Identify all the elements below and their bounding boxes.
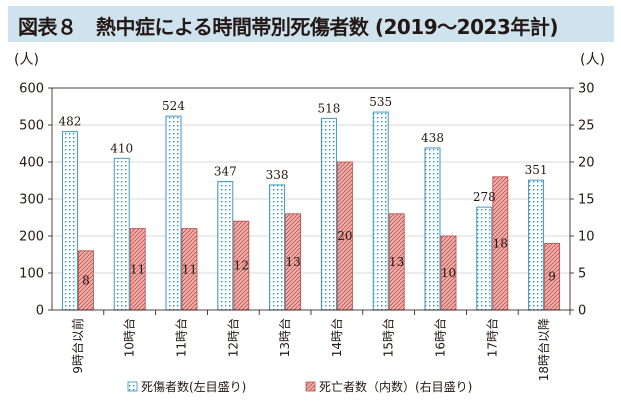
left-axis-unit: (人) <box>14 52 39 68</box>
bar-injured-value: 410 <box>110 141 133 155</box>
bar-injured <box>476 206 493 311</box>
legend-swatch-deaths <box>305 381 316 392</box>
bar-deaths-value: 12 <box>234 259 249 273</box>
left-tick-label: 500 <box>19 119 44 134</box>
right-tick-label: 5 <box>578 267 586 282</box>
category-label: 11時台 <box>174 318 189 357</box>
data-labels: 482 8 410 11 524 11 347 12 338 13 518 20 535 13 438 10 2… <box>58 95 555 287</box>
chart-title: 図表８ 熱中症による時間帯別死傷者数 (2019～2023年計) <box>18 15 558 39</box>
bar-injured <box>217 181 234 311</box>
right-axis-unit: (人) <box>580 52 605 68</box>
bar-injured-value: 351 <box>525 163 548 177</box>
bar-injured-value: 524 <box>162 99 185 113</box>
category-label: 10時台 <box>122 318 137 357</box>
bar-deaths-value: 11 <box>182 262 197 276</box>
bar-deaths-value: 13 <box>389 255 404 269</box>
category-label: 9時台以前 <box>70 318 85 374</box>
left-tick-label: 100 <box>19 267 44 282</box>
bar-deaths-value: 20 <box>337 229 352 243</box>
bar-deaths-value: 10 <box>441 266 456 280</box>
bar-injured <box>424 147 441 311</box>
bar-injured <box>61 131 78 311</box>
bar-injured-value: 535 <box>369 95 392 109</box>
category-label: 12時台 <box>225 318 240 357</box>
bar-deaths-value: 18 <box>493 236 508 250</box>
left-tick-label: 600 <box>19 82 44 97</box>
bar-deaths-value: 11 <box>130 262 145 276</box>
bar-injured-value: 338 <box>266 168 289 182</box>
right-tick-label: 15 <box>578 193 595 208</box>
bar-injured-value: 518 <box>317 101 340 115</box>
right-tick-label: 25 <box>578 119 595 134</box>
bar-deaths-value: 9 <box>548 270 556 284</box>
bar-injured <box>165 115 182 311</box>
bar-deaths-value: 8 <box>82 273 90 287</box>
left-tick-label: 0 <box>36 304 44 319</box>
category-label: 16時台 <box>433 318 448 357</box>
bars <box>61 111 561 311</box>
right-tick-label: 0 <box>578 304 586 319</box>
bar-injured <box>320 117 337 311</box>
left-tick-label: 300 <box>19 193 44 208</box>
bar-injured <box>113 157 130 311</box>
bar-injured <box>269 184 286 311</box>
bar-injured-value: 278 <box>473 190 496 204</box>
legend-label-injured: 死傷者数(左目盛り) <box>141 379 246 394</box>
category-label: 15時台 <box>381 318 396 357</box>
category-label: 18時台以降 <box>536 318 551 381</box>
legend-label-deaths: 死亡者数（内数）(右目盛り) <box>319 379 472 394</box>
legend-swatch-injured <box>127 381 138 392</box>
bar-injured-value: 482 <box>58 115 81 129</box>
bar-injured-value: 438 <box>421 131 444 145</box>
title-bar: 図表８ 熱中症による時間帯別死傷者数 (2019～2023年計) <box>8 6 614 42</box>
axes: 0 100 200 300 400 500 600 0 5 10 15 20 25 30 (人) (人) 9時台… <box>14 52 605 381</box>
legend: 死傷者数(左目盛り) 死亡者数（内数）(右目盛り) <box>127 379 472 394</box>
category-label: 14時台 <box>329 318 344 357</box>
right-tick-label: 30 <box>578 82 595 97</box>
category-label: 13時台 <box>277 318 292 357</box>
right-tick-label: 20 <box>578 156 595 171</box>
bar-injured <box>528 179 545 311</box>
bar-deaths-value: 13 <box>285 255 300 269</box>
category-label: 17時台 <box>484 318 499 357</box>
bar-injured-value: 347 <box>214 165 237 179</box>
right-tick-label: 10 <box>578 230 595 245</box>
bar-injured <box>372 111 389 311</box>
left-tick-label: 400 <box>19 156 44 171</box>
left-tick-label: 200 <box>19 230 44 245</box>
